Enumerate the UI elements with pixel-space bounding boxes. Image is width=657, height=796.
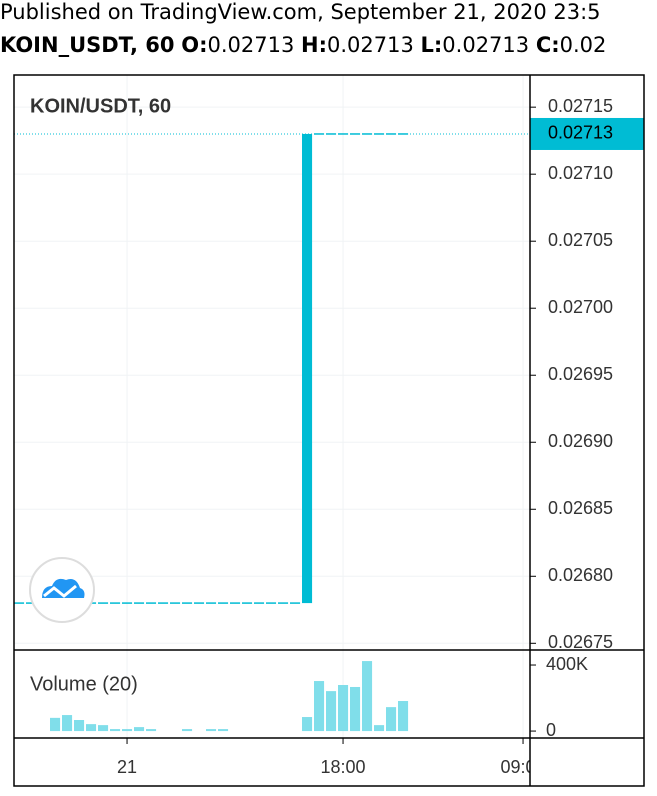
volume-bar (134, 727, 145, 732)
y-tick-label: 0.02700 (548, 297, 613, 317)
time-axis: 21 18:00 09:00 (117, 757, 546, 777)
y-tick-label: 0.02695 (548, 364, 613, 384)
volume-bar (326, 691, 337, 732)
volume-bar (302, 717, 313, 732)
ohlc-label: H: (301, 33, 327, 57)
candle-body (302, 133, 313, 604)
y-tick-label: 0.02710 (548, 163, 613, 183)
volume-bar (50, 717, 61, 732)
y-tick-label: 0.02715 (548, 96, 613, 116)
volume-tick-label: 400K (546, 654, 588, 674)
ohlc-value: 0.02 (559, 33, 607, 57)
ohlc-value: 0.02713 (442, 33, 530, 57)
y-tick-label: 0.02675 (548, 632, 613, 652)
frame (13, 74, 645, 787)
volume-bar (110, 729, 121, 732)
volume-bar (182, 729, 193, 732)
volume-tick-label: 0 (546, 720, 556, 740)
volume-title: Volume (20) (30, 673, 138, 695)
last-price-label: 0.02713 (548, 123, 613, 143)
symbol: KOIN_USDT, 60 (0, 33, 175, 57)
volume-bar (206, 729, 217, 732)
ohlc-value: 0.02713 (207, 33, 295, 57)
volume-bar (86, 724, 97, 732)
x-tick-label: 21 (117, 757, 137, 777)
y-tick-label: 0.02690 (548, 431, 613, 451)
volume-bar (62, 715, 73, 732)
y-tick-label: 0.02705 (548, 230, 613, 250)
volume-bar (146, 729, 157, 732)
logo (29, 557, 95, 623)
volume-bar (386, 707, 397, 732)
x-tick-label: 09:00 (501, 757, 546, 777)
volume-bar (98, 725, 109, 732)
volume-bar (218, 729, 229, 732)
ohlc-line: KOIN_USDT, 60 O:0.02713 H:0.02713 L:0.02… (0, 33, 606, 57)
ohlc-label: L: (420, 33, 443, 57)
published-line: Published on TradingView.com, September … (0, 0, 601, 24)
ohlc-value: 0.02713 (326, 33, 414, 57)
volume-bar (314, 681, 325, 732)
axes: 0.02715 0.02710 0.02705 0.02700 0.02695 0.026… (117, 96, 644, 777)
volume-bar (74, 720, 85, 732)
x-tick-label: 18:00 (321, 757, 366, 777)
volume-bar (398, 701, 409, 732)
ohlc-label: O: (181, 33, 208, 57)
volume-bar (374, 725, 385, 732)
y-tick-label: 0.02680 (548, 565, 613, 585)
ohlc-label: C: (535, 33, 560, 57)
last-price-box (530, 117, 644, 150)
volume-bar (350, 686, 361, 732)
plot-area (14, 133, 530, 732)
y-tick-label: 0.02685 (548, 498, 613, 518)
grid (14, 75, 530, 738)
volume-bar (122, 729, 133, 732)
volume-bar (362, 661, 373, 732)
volume-bar (338, 685, 349, 732)
chart-title: KOIN/USDT, 60 (30, 95, 171, 117)
